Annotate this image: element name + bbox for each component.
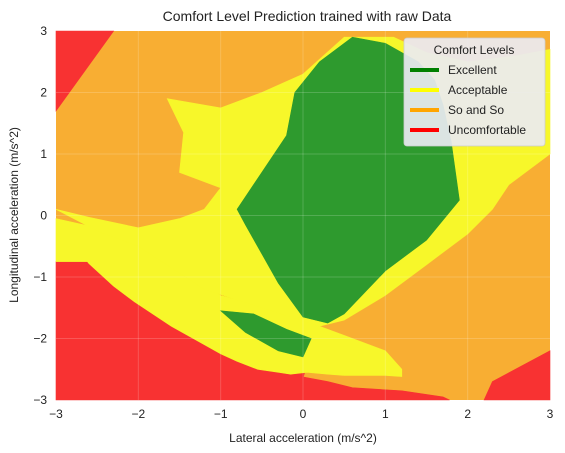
y-tick-label: 3 [40,24,47,38]
legend-label: Acceptable [448,83,508,97]
legend-entry: Excellent [410,63,497,77]
y-tick-label: −1 [33,270,47,284]
y-tick-label: 1 [40,147,47,161]
y-tick-label: −3 [33,393,47,407]
x-tick-label: −3 [49,407,63,421]
legend-label: Excellent [448,63,497,77]
legend-entries: Excellent Acceptable So and So Uncomfortabl… [410,63,526,137]
legend-entry: Uncomfortable [410,123,526,137]
legend-box [403,37,546,147]
x-tick-label: 3 [547,407,554,421]
legend-entry: Acceptable [410,83,508,97]
region-excellent-7 [219,310,312,358]
x-tick-label: 0 [300,407,307,421]
region-uncomfortable-0 [55,30,115,112]
x-tick-label: 2 [464,407,471,421]
y-tick-label: 0 [40,209,47,223]
legend-entry: So and So [410,103,504,117]
x-axis-ticks: −3 −2 −1 0 1 2 3 [49,407,554,421]
y-tick-label: 2 [40,86,47,100]
region-uncomfortable-2 [483,350,551,401]
y-axis-label: Longitudinal acceleration (m/s^2) [7,127,21,303]
legend-title: Comfort Levels [434,43,515,57]
y-axis-ticks: −3 −2 −1 0 1 2 3 [33,24,47,407]
legend: Comfort Levels Excellent Acceptable So and… [403,37,546,147]
x-tick-label: −2 [131,407,145,421]
chart-title: Comfort Level Prediction trained with ra… [163,8,452,24]
legend-label: So and So [448,103,504,117]
y-tick-label: −2 [33,332,47,346]
x-tick-label: 1 [382,407,389,421]
x-axis-label: Lateral acceleration (m/s^2) [229,431,377,445]
x-tick-label: −1 [214,407,228,421]
legend-label: Uncomfortable [448,123,526,137]
